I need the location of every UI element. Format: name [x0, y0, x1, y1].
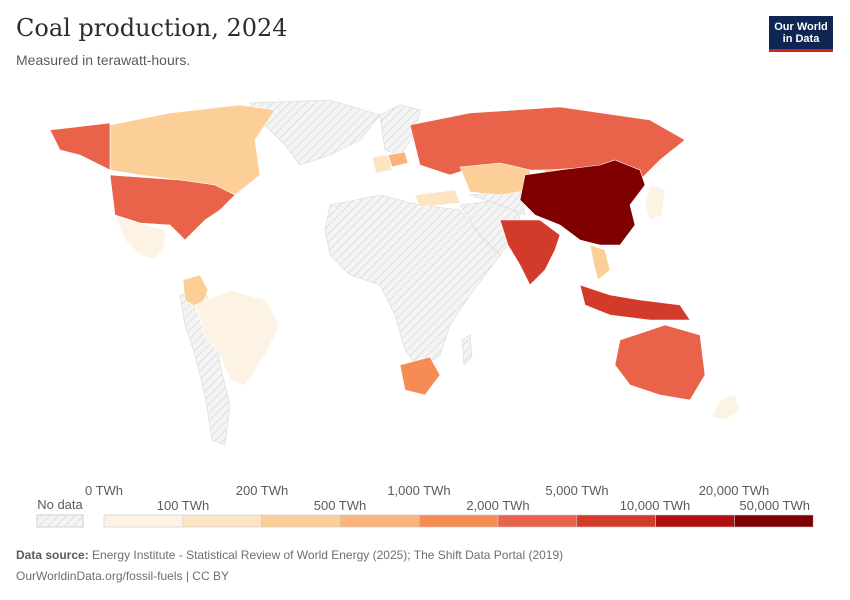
legend-label: 200 TWh [236, 483, 289, 498]
country-canada[interactable] [109, 104, 276, 196]
legend-bin[interactable] [103, 514, 184, 528]
legend-bin[interactable] [418, 514, 499, 528]
data-source-text[interactable]: Energy Institute - Statistical Review of… [92, 548, 564, 562]
greenland-nodata[interactable] [249, 99, 381, 166]
country-vietnam[interactable] [589, 244, 611, 281]
country-germany[interactable] [371, 154, 393, 174]
legend-bin[interactable] [734, 514, 814, 528]
legend-label: 20,000 TWh [699, 483, 770, 498]
country-turkey[interactable] [414, 189, 461, 208]
data-source-label: Data source: [16, 548, 89, 562]
country-japan[interactable] [644, 184, 666, 221]
legend-bin[interactable] [655, 514, 735, 528]
country-china[interactable] [519, 159, 646, 246]
country-alaska[interactable] [49, 122, 111, 171]
legend-label: 5,000 TWh [545, 483, 608, 498]
legend-bin[interactable] [261, 514, 341, 528]
madagascar-nodata[interactable] [461, 334, 473, 366]
chart-subtitle: Measured in terawatt-hours. [16, 52, 191, 68]
legend-label: 1,000 TWh [387, 483, 450, 498]
legend-label: 500 TWh [314, 498, 367, 513]
legend-label: 50,000 TWh [739, 498, 810, 513]
legend-no-data-swatch[interactable] [36, 514, 84, 528]
logo-line-2: in Data [782, 33, 820, 45]
country-brazil[interactable] [194, 289, 281, 386]
legend-bin[interactable] [576, 514, 656, 528]
africa-nodata[interactable] [324, 194, 501, 371]
world-map [49, 99, 741, 446]
country-south-africa[interactable] [399, 356, 441, 396]
country-australia[interactable] [614, 324, 706, 401]
footer-link[interactable]: OurWorldinData.org/fossil-fuels | CC BY [16, 569, 229, 583]
legend-label: 10,000 TWh [620, 498, 691, 513]
country-colombia[interactable] [182, 274, 209, 311]
legend-no-data-label: No data [37, 497, 83, 512]
data-source: Data source: Energy Institute - Statisti… [16, 548, 563, 562]
legend-label: 2,000 TWh [466, 498, 529, 513]
legend-bin[interactable] [182, 514, 262, 528]
country-mexico[interactable] [114, 216, 166, 261]
chart-title: Coal production, 2024 [16, 14, 288, 42]
legend-label: 100 TWh [157, 498, 210, 513]
owid-logo[interactable]: Our World in Data [769, 16, 833, 52]
map-legend: No data 0 TWh 200 TWh 1,000 TWh 5,000 TW… [36, 483, 814, 528]
country-indonesia[interactable] [579, 284, 691, 321]
logo-line-1: Our World [774, 21, 828, 33]
country-kazakhstan[interactable] [459, 162, 531, 196]
country-new-zealand[interactable] [711, 394, 741, 421]
country-russia[interactable] [409, 106, 686, 181]
legend-bin[interactable] [340, 514, 420, 528]
legend-label: 0 TWh [85, 483, 123, 498]
country-united-states[interactable] [109, 174, 236, 241]
country-india[interactable] [499, 219, 561, 286]
legend-bin[interactable] [497, 514, 578, 528]
country-poland[interactable] [387, 151, 409, 168]
